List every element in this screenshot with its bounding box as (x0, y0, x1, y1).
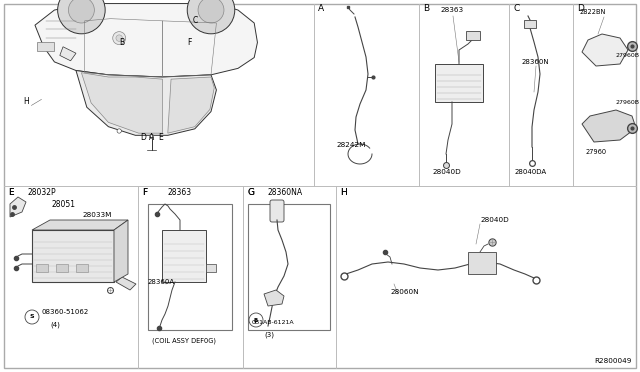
Text: 0B1AB-6121A: 0B1AB-6121A (252, 320, 294, 325)
Text: H: H (24, 97, 29, 106)
Text: 2822BN: 2822BN (580, 9, 606, 15)
Text: (3): (3) (264, 331, 274, 337)
Text: S: S (29, 314, 35, 320)
Text: B: B (254, 317, 258, 323)
Text: B: B (423, 4, 429, 13)
Text: C: C (513, 4, 519, 13)
Polygon shape (114, 220, 128, 282)
Text: 28360N: 28360N (522, 59, 550, 65)
Circle shape (113, 32, 125, 45)
Circle shape (150, 134, 154, 138)
Bar (206, 264, 216, 272)
Text: 28242M: 28242M (336, 142, 365, 148)
Bar (468, 252, 496, 274)
Text: 28040D: 28040D (432, 169, 461, 175)
Text: (COIL ASSY DEF0G): (COIL ASSY DEF0G) (152, 337, 216, 343)
Text: H: H (340, 188, 347, 197)
Text: E: E (158, 133, 163, 142)
Text: G: G (247, 188, 254, 197)
Text: 28040DA: 28040DA (515, 169, 547, 175)
Text: 28033M: 28033M (82, 212, 111, 218)
Bar (162, 230, 206, 282)
Bar (248, 204, 330, 330)
Polygon shape (60, 47, 76, 61)
Text: F: F (142, 188, 147, 197)
Circle shape (116, 35, 122, 41)
Bar (36, 264, 48, 272)
Bar (524, 20, 536, 28)
Polygon shape (76, 71, 216, 135)
Bar (76, 264, 88, 272)
Text: (4): (4) (50, 321, 60, 327)
Text: 28032P: 28032P (28, 188, 56, 197)
Text: 28363: 28363 (168, 188, 192, 197)
Text: 28360NA: 28360NA (268, 188, 303, 197)
Circle shape (68, 0, 94, 23)
Bar (37, 42, 54, 51)
Text: C: C (192, 16, 197, 25)
Text: 27960: 27960 (586, 149, 607, 155)
Text: B: B (119, 38, 124, 46)
Text: 08360-51062: 08360-51062 (42, 309, 89, 315)
Bar (435, 64, 483, 102)
Polygon shape (582, 34, 628, 66)
Polygon shape (116, 277, 136, 290)
Bar (56, 264, 68, 272)
Text: A: A (149, 133, 154, 142)
Polygon shape (582, 110, 636, 142)
Circle shape (188, 0, 235, 34)
Polygon shape (10, 197, 26, 217)
Text: G: G (247, 188, 254, 197)
Bar (32, 230, 114, 282)
Circle shape (58, 0, 105, 34)
Polygon shape (81, 73, 163, 133)
FancyBboxPatch shape (270, 200, 284, 222)
Text: H: H (340, 188, 347, 197)
Text: 28360A: 28360A (148, 279, 175, 285)
Text: F: F (188, 38, 191, 46)
Text: 28040D: 28040D (480, 217, 509, 223)
Polygon shape (264, 290, 284, 306)
Bar (466, 31, 480, 40)
Polygon shape (35, 4, 257, 77)
Text: F: F (142, 188, 147, 197)
Text: D: D (140, 133, 146, 142)
Circle shape (25, 310, 39, 324)
Text: 28060N: 28060N (390, 289, 419, 295)
Text: 27960B: 27960B (616, 100, 640, 105)
Bar (148, 204, 232, 330)
Text: E: E (8, 188, 13, 197)
Text: A: A (318, 4, 324, 13)
Circle shape (249, 313, 263, 327)
Text: D: D (577, 4, 584, 13)
Text: 28363: 28363 (440, 7, 463, 13)
Polygon shape (32, 220, 128, 230)
Circle shape (117, 129, 122, 133)
Text: E: E (8, 188, 13, 197)
Polygon shape (168, 77, 214, 133)
Text: R2800049: R2800049 (595, 358, 632, 364)
Text: 28051: 28051 (52, 200, 76, 209)
Circle shape (198, 0, 224, 23)
Text: 27960B: 27960B (616, 53, 640, 58)
